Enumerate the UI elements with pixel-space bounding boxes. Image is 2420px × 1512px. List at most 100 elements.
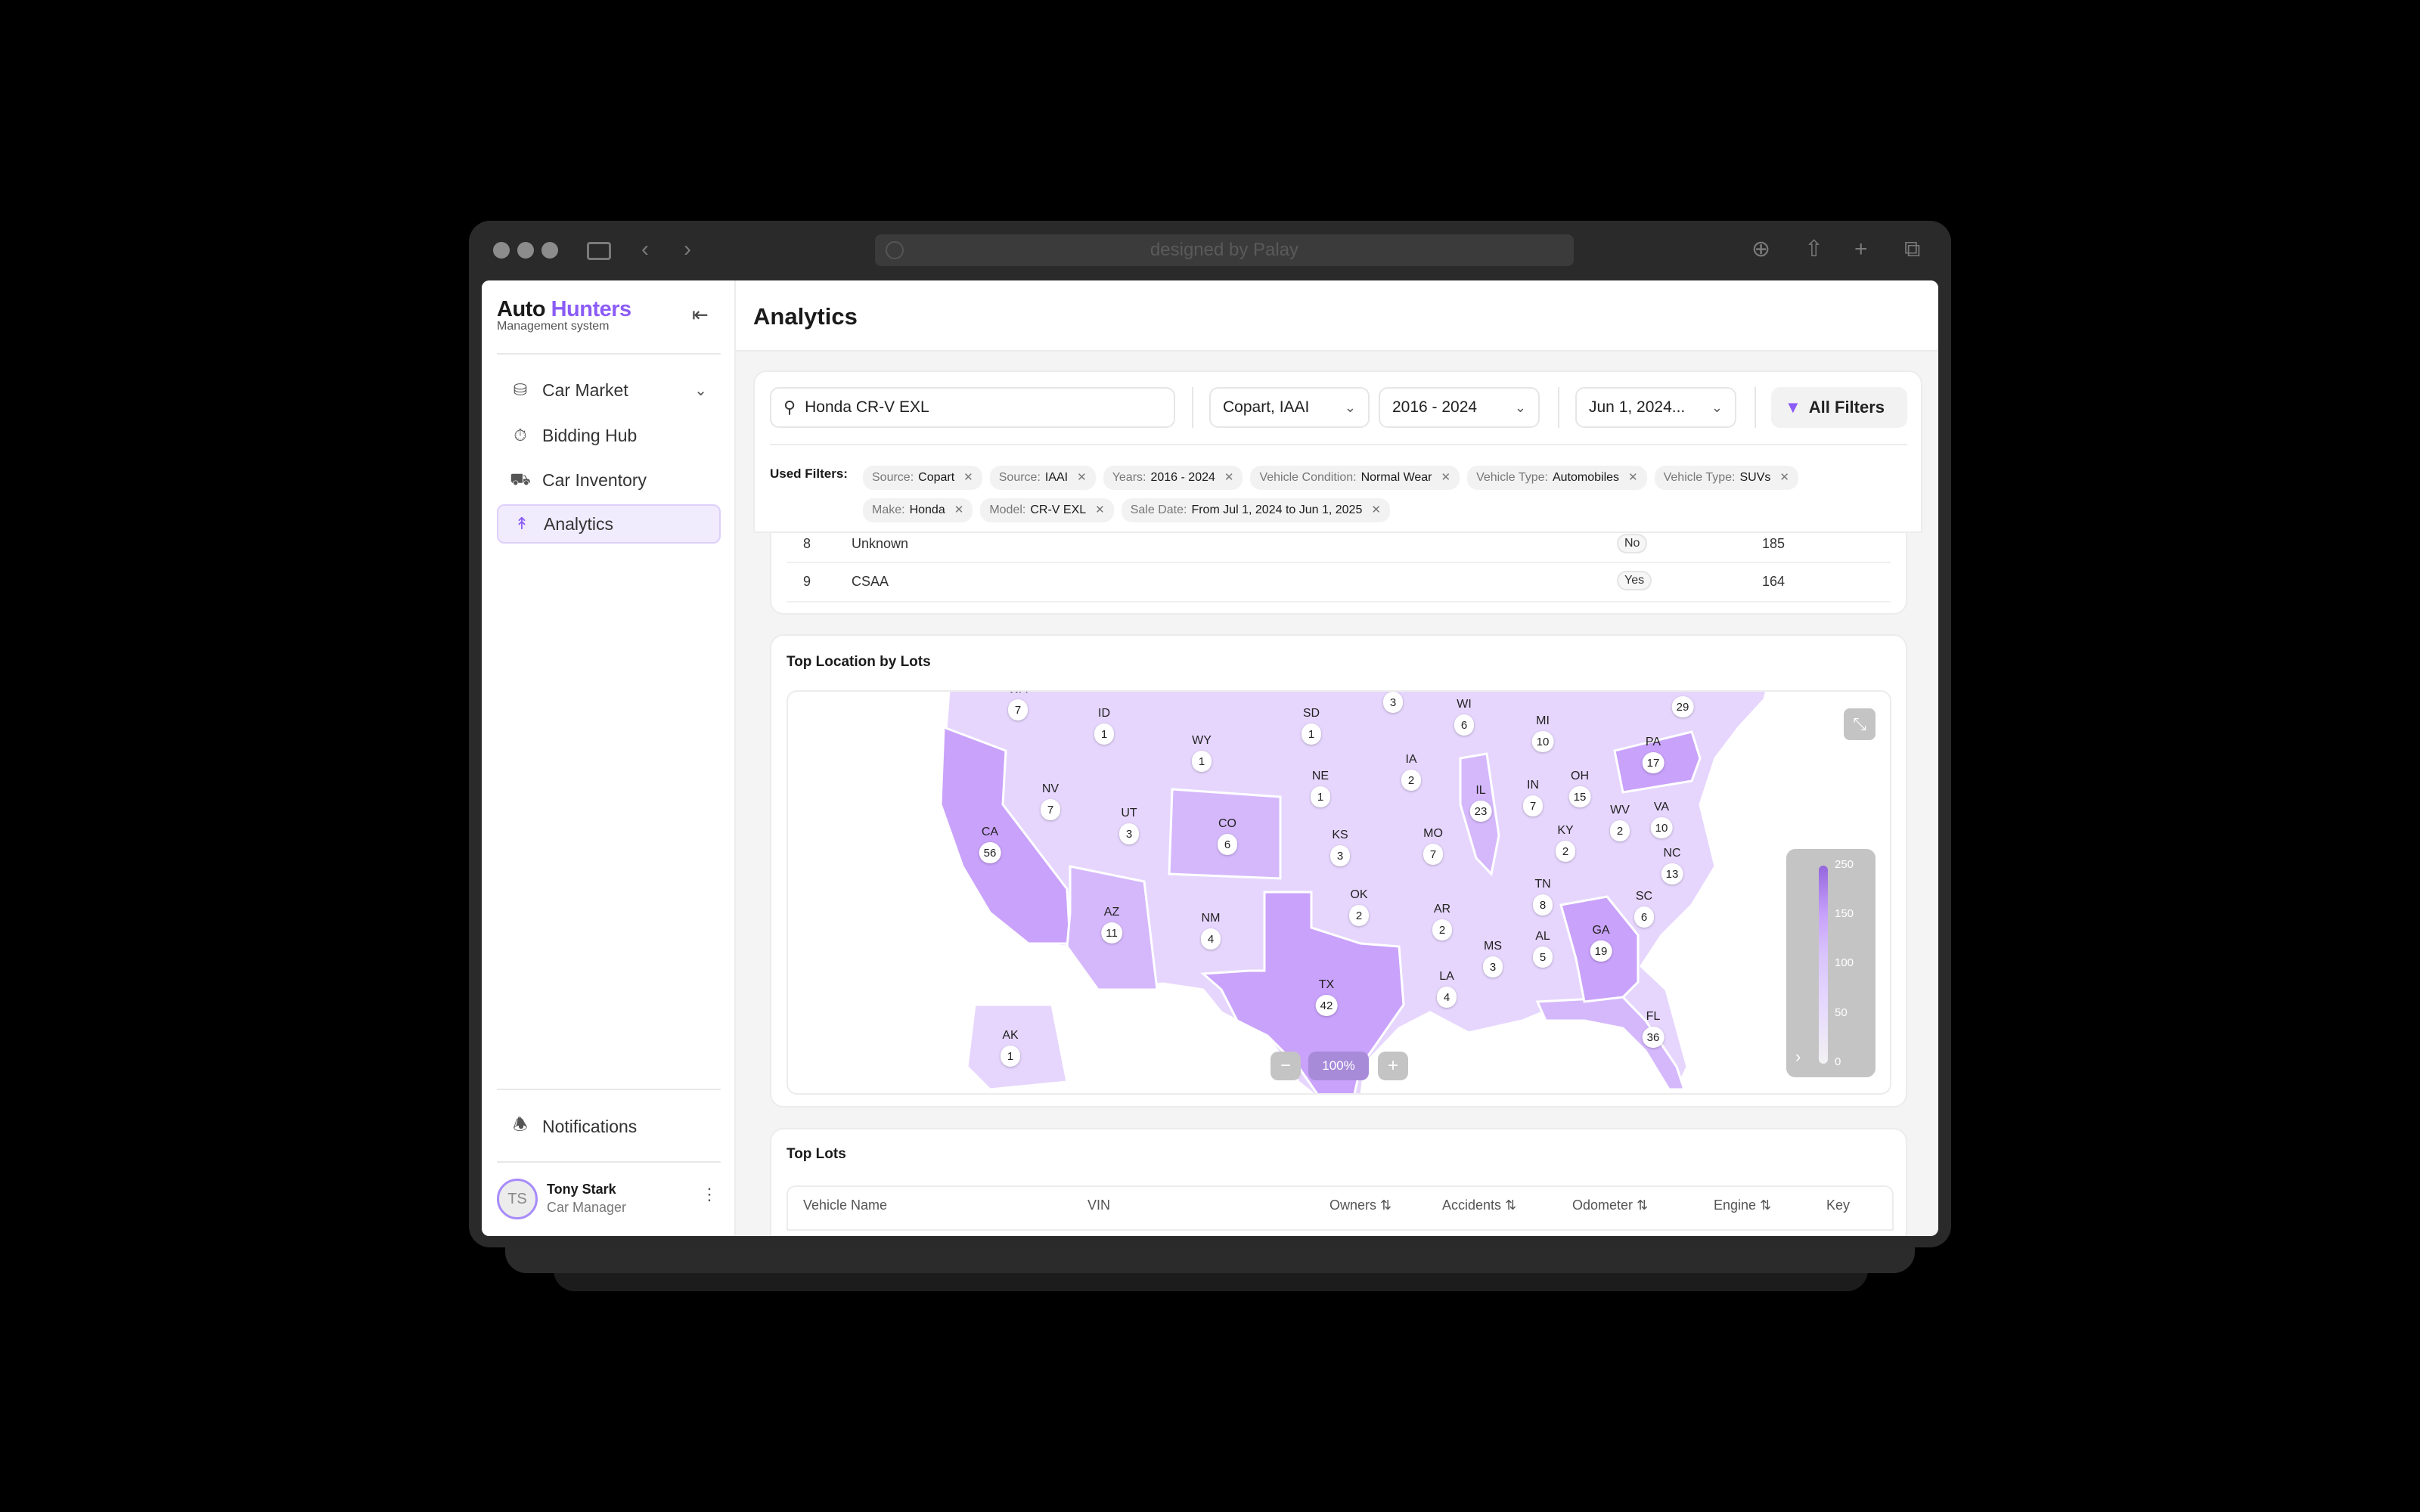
chevron-down-icon: ⌄ (694, 382, 707, 399)
state-tx[interactable] (1200, 891, 1405, 1095)
sidebar-item-label: Car Inventory (542, 469, 647, 490)
state-label-ms: MS 3 (1483, 940, 1503, 978)
download-icon[interactable]: ⊕ (1751, 237, 1771, 262)
sidebar-item-car-market[interactable]: ⛁ Car Market ⌄ (497, 370, 721, 410)
zoom-out-button[interactable]: − (1270, 1052, 1301, 1080)
sidebar-item-notifications[interactable]: 🕭 Notifications (497, 1107, 721, 1146)
state-label-ky: KY 2 (1556, 824, 1575, 862)
chip-value: SUVs (1739, 471, 1771, 484)
column-header-owners[interactable]: Owners ⇅ (1329, 1198, 1392, 1213)
state-ca[interactable] (939, 725, 1072, 945)
minimize-window-button[interactable] (517, 242, 534, 259)
state-count-badge: 29 (1671, 696, 1694, 717)
state-label-tn: TN 8 (1533, 878, 1553, 916)
collapse-sidebar-icon[interactable]: ⇤ (692, 303, 709, 326)
column-header-vehicle-name[interactable]: Vehicle Name (803, 1198, 888, 1213)
table-row[interactable]: 9 CSAA Yes 164 (786, 563, 1891, 603)
table-row[interactable]: 8 Unknown No 185 (786, 533, 1891, 563)
search-input[interactable]: ⚲ Honda CR-V EXL (770, 387, 1175, 428)
state-code: CA (981, 826, 999, 838)
sidebar-item-bidding-hub[interactable]: ⏱ Bidding Hub (497, 416, 721, 455)
state-label-wv: WV 2 (1610, 804, 1630, 841)
state-label-co: CO 6 (1218, 817, 1237, 855)
legend-tick: 250 (1835, 858, 1854, 871)
state-count-badge: 4 (1201, 928, 1221, 950)
sidebar-item-analytics[interactable]: ↟ Analytics (497, 504, 721, 544)
state-code: AK (1002, 1029, 1019, 1042)
divider (497, 1161, 721, 1163)
remove-chip-icon[interactable]: ✕ (1095, 503, 1105, 516)
expand-icon[interactable]: ⤡ (1844, 708, 1876, 740)
more-options-icon[interactable]: ⋮ (701, 1185, 718, 1204)
sidebar-toggle-icon[interactable] (587, 242, 611, 260)
zoom-in-button[interactable]: + (1378, 1052, 1408, 1080)
legend-toggle-icon[interactable]: › (1795, 1047, 1801, 1066)
us-map[interactable]: WA7ID1WY1SD1ND3WI6MI10NY29PA17NV7UT3CO6N… (786, 690, 1891, 1095)
chip-value: From Jul 1, 2024 to Jun 1, 2025 (1191, 503, 1363, 516)
column-header-vin[interactable]: VIN (1087, 1198, 1111, 1213)
sort-icon: ⇅ (1637, 1198, 1649, 1213)
state-label-ks: KS 3 (1330, 829, 1350, 866)
remove-chip-icon[interactable]: ✕ (1441, 471, 1451, 484)
state-fl[interactable] (1535, 996, 1686, 1091)
column-label: Odometer (1572, 1198, 1634, 1213)
state-count-badge: 3 (1330, 845, 1350, 866)
state-count-badge: 2 (1556, 841, 1575, 862)
state-label-nm: NM 4 (1201, 912, 1221, 950)
state-count-badge: 42 (1315, 995, 1338, 1016)
chip-value: 2016 - 2024 (1150, 471, 1215, 484)
state-ak[interactable] (966, 1003, 1069, 1091)
maximize-window-button[interactable] (541, 242, 558, 259)
state-count-badge: 13 (1661, 863, 1683, 885)
state-count-badge: 1 (1302, 723, 1321, 745)
tabs-overview-icon[interactable]: ⧉ (1904, 237, 1921, 262)
stopwatch-icon: ⏱ (513, 426, 527, 445)
car-icon: ⛟ (510, 469, 531, 488)
logo-subtitle: Management system (497, 320, 610, 333)
column-label: Accidents (1442, 1198, 1502, 1213)
years-dropdown[interactable]: 2016 - 2024 ⌄ (1379, 387, 1540, 428)
column-header-accidents[interactable]: Accidents ⇅ (1442, 1198, 1516, 1213)
car-dollar-icon: ⛁ (513, 380, 528, 399)
state-label-ne: NE 1 (1311, 770, 1330, 807)
date-dropdown[interactable]: Jun 1, 2024... ⌄ (1575, 387, 1736, 428)
back-icon[interactable]: ‹ (641, 237, 649, 262)
filter-chip: Model: CR-V EXL ✕ (980, 497, 1114, 522)
column-header-engine[interactable]: Engine ⇅ (1714, 1198, 1771, 1213)
remove-chip-icon[interactable]: ✕ (963, 471, 973, 484)
state-label-pa: PA 17 (1642, 736, 1665, 773)
state-code: NC (1663, 847, 1681, 860)
remove-chip-icon[interactable]: ✕ (1779, 471, 1789, 484)
new-tab-icon[interactable]: + (1854, 237, 1868, 262)
address-bar[interactable]: designed by Palay (875, 234, 1574, 266)
share-icon[interactable]: ⇧ (1804, 237, 1824, 262)
state-label-wi: WI 6 (1454, 698, 1474, 736)
avatar[interactable]: TS (497, 1179, 538, 1219)
state-label-sc: SC 6 (1634, 890, 1654, 928)
chevron-down-icon: ⌄ (1514, 399, 1526, 415)
state-label-wa: WA 7 (1008, 692, 1028, 720)
chip-key: Vehicle Type: (1663, 471, 1736, 484)
chip-key: Sale Date: (1130, 503, 1187, 516)
sidebar-item-car-inventory[interactable]: ⛟ Car Inventory (497, 460, 721, 500)
remove-chip-icon[interactable]: ✕ (1224, 471, 1234, 484)
top-lots-card: Top Lots Vehicle Name VIN Owners ⇅ Accid… (770, 1128, 1907, 1236)
column-header-key[interactable]: Key (1826, 1198, 1851, 1213)
all-filters-button[interactable]: ▼ All Filters (1771, 387, 1907, 428)
close-window-button[interactable] (493, 242, 510, 259)
state-code: WA (1008, 692, 1027, 696)
state-code: IA (1405, 753, 1417, 766)
remove-chip-icon[interactable]: ✕ (1077, 471, 1087, 484)
forward-icon[interactable]: › (684, 237, 691, 262)
chip-value: Automobiles (1552, 471, 1620, 484)
chip-value: IAAI (1044, 471, 1069, 484)
sidebar-item-label: Notifications (542, 1116, 638, 1136)
state-count-badge: 3 (1383, 692, 1403, 713)
remove-chip-icon[interactable]: ✕ (1371, 503, 1381, 516)
row-name: CSAA (852, 574, 889, 589)
source-dropdown[interactable]: Copart, IAAI ⌄ (1209, 387, 1370, 428)
remove-chip-icon[interactable]: ✕ (1628, 471, 1638, 484)
remove-chip-icon[interactable]: ✕ (954, 503, 964, 516)
state-code: NY (1674, 692, 1691, 693)
column-header-odometer[interactable]: Odometer ⇅ (1572, 1198, 1648, 1213)
